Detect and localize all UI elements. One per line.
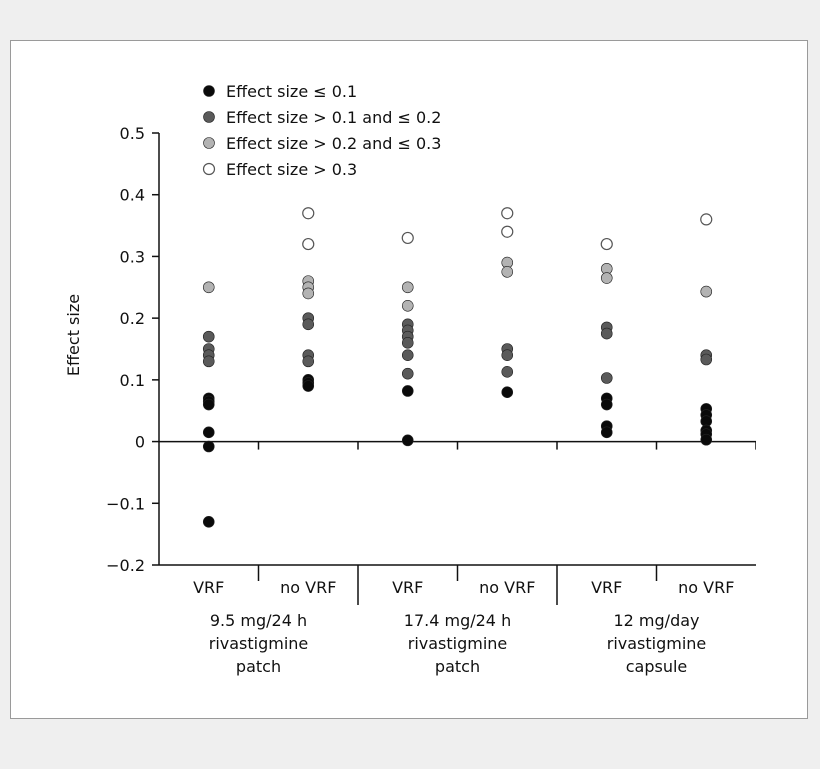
data-point bbox=[600, 327, 613, 340]
effect-size-scatter-chart: 0.5 0.4 0.3 0.2 0.1 0 −0.1 −0.2 Effect size VRF no… bbox=[64, 82, 756, 676]
data-point bbox=[501, 349, 514, 361]
group-label-line: rivastigmine bbox=[408, 634, 508, 653]
data-point bbox=[700, 433, 713, 446]
data-point bbox=[202, 281, 215, 294]
data-point bbox=[501, 207, 514, 220]
category-label: VRF bbox=[392, 578, 423, 597]
data-point bbox=[302, 355, 315, 368]
data-point bbox=[302, 380, 315, 392]
data-point bbox=[401, 367, 414, 380]
data-point bbox=[700, 285, 713, 298]
data-point bbox=[501, 366, 514, 378]
data-point bbox=[401, 231, 414, 245]
y-axis-title: Effect size bbox=[64, 294, 83, 376]
y-tick-label: 0.5 bbox=[120, 124, 145, 143]
group-label-line: 17.4 mg/24 h bbox=[404, 611, 511, 630]
data-point bbox=[302, 237, 315, 251]
data-point bbox=[401, 349, 414, 361]
group-label-line: patch bbox=[435, 657, 480, 676]
data-point bbox=[401, 300, 414, 312]
data-point bbox=[600, 237, 613, 251]
data-point bbox=[302, 318, 315, 331]
category-label: no VRF bbox=[479, 578, 535, 597]
data-point bbox=[600, 426, 613, 439]
data-point bbox=[202, 330, 215, 343]
data-point bbox=[401, 337, 414, 349]
category-label: no VRF bbox=[678, 578, 734, 597]
y-tick-label: 0.2 bbox=[120, 309, 145, 328]
category-label: VRF bbox=[591, 578, 622, 597]
data-point bbox=[600, 372, 613, 384]
data-point bbox=[700, 353, 713, 366]
data-point bbox=[600, 398, 613, 411]
data-point bbox=[302, 287, 315, 300]
legend-label: Effect size ≤ 0.1 bbox=[226, 82, 357, 101]
data-point bbox=[302, 207, 315, 220]
y-tick-label: 0.4 bbox=[120, 186, 145, 205]
group-label-line: 12 mg/day bbox=[613, 611, 699, 630]
data-point bbox=[501, 386, 514, 399]
data-point bbox=[202, 440, 215, 453]
data-point bbox=[202, 355, 215, 368]
legend-marker bbox=[203, 137, 215, 149]
data-point bbox=[501, 266, 514, 278]
group-label-line: rivastigmine bbox=[209, 634, 309, 653]
y-tick-label: 0.1 bbox=[120, 371, 145, 390]
category-label: VRF bbox=[193, 578, 224, 597]
legend-label: Effect size > 0.3 bbox=[226, 160, 357, 179]
data-point bbox=[501, 225, 514, 238]
group-label-line: 9.5 mg/24 h bbox=[210, 611, 307, 630]
y-tick-label: −0.1 bbox=[106, 494, 145, 513]
group-label-line: patch bbox=[236, 657, 281, 676]
data-point bbox=[202, 426, 215, 439]
y-tick-label: 0 bbox=[135, 433, 145, 452]
group-label-line: capsule bbox=[626, 657, 688, 676]
data-point bbox=[401, 434, 414, 447]
legend-label: Effect size > 0.2 and ≤ 0.3 bbox=[226, 134, 441, 153]
y-tick-label: −0.2 bbox=[106, 556, 145, 575]
legend-marker bbox=[202, 162, 216, 176]
data-point bbox=[600, 272, 613, 284]
y-tick-label: 0.3 bbox=[120, 247, 145, 266]
data-point bbox=[401, 385, 414, 397]
data-point bbox=[202, 515, 215, 528]
group-label-line: rivastigmine bbox=[607, 634, 707, 653]
category-label: no VRF bbox=[280, 578, 336, 597]
legend-label: Effect size > 0.1 and ≤ 0.2 bbox=[226, 108, 441, 127]
legend-marker bbox=[203, 85, 215, 97]
data-point bbox=[401, 281, 414, 294]
plot-panel: 0.5 0.4 0.3 0.2 0.1 0 −0.1 −0.2 Effect size VRF no… bbox=[62, 78, 756, 682]
data-point bbox=[202, 398, 215, 411]
legend-marker bbox=[203, 111, 215, 123]
data-point bbox=[700, 213, 713, 226]
